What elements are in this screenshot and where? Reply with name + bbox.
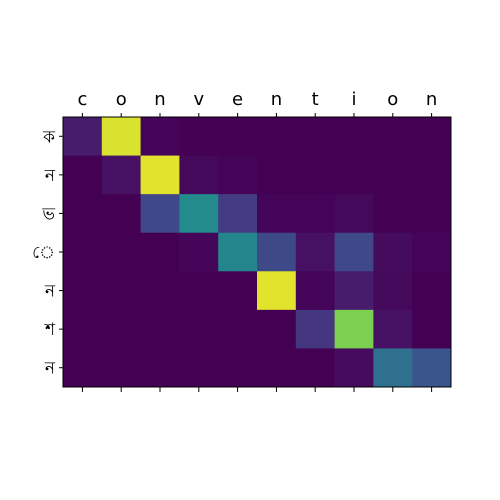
heatmap-cell	[373, 194, 413, 234]
heatmap-cell	[101, 194, 142, 234]
heatmap-cell	[412, 155, 452, 195]
heatmap-cell	[295, 155, 336, 195]
heatmap-cell	[412, 232, 452, 272]
heatmap-cell	[179, 117, 219, 157]
heatmap-cell	[334, 309, 374, 349]
heatmap-cell	[140, 309, 180, 349]
heatmap-cell	[295, 232, 336, 272]
heatmap-cell	[295, 117, 336, 157]
heatmap-cell	[179, 309, 219, 349]
heatmap-cell	[373, 117, 413, 157]
x-tick-label: t	[312, 89, 319, 110]
heatmap-cell	[179, 232, 219, 272]
heatmap-cell	[140, 117, 180, 157]
heatmap-cell	[101, 232, 142, 272]
heatmap-cell	[412, 271, 452, 311]
y-tick-label: ন	[44, 166, 56, 186]
heatmap-cell	[140, 271, 180, 311]
heatmap-cell	[412, 117, 452, 157]
x-tick-label: c	[77, 89, 87, 110]
heatmap-cell	[101, 309, 142, 349]
x-tick-label: v	[193, 89, 204, 110]
heatmap-cell	[101, 348, 142, 388]
heatmap-cell	[412, 194, 452, 234]
heatmap-cell	[373, 232, 413, 272]
heatmap-cell	[140, 232, 180, 272]
x-tick-label: n	[154, 89, 165, 110]
heatmap-cell	[334, 117, 374, 157]
heatmap-cell	[218, 194, 258, 234]
heatmap-cell	[334, 194, 374, 234]
heatmap-cell	[373, 271, 413, 311]
x-tick-label: e	[232, 89, 243, 110]
y-tick-label: ন	[44, 359, 56, 379]
y-tick-label: ক	[42, 127, 56, 147]
heatmap-cell	[101, 155, 142, 195]
heatmap-cell	[373, 348, 413, 388]
x-tick-label: i	[351, 89, 356, 110]
heatmap-cell	[218, 271, 258, 311]
x-tick-label: n	[271, 89, 282, 110]
heatmap-cell	[218, 232, 258, 272]
heatmap-cell	[412, 348, 452, 388]
heatmap-cell	[334, 232, 374, 272]
heatmap-cell	[257, 117, 297, 157]
heatmap-cells	[63, 117, 452, 388]
y-tick-label: ন	[44, 282, 56, 302]
x-tick-label: o	[116, 89, 127, 110]
y-tick-label: শ	[44, 320, 56, 340]
x-tick-label: n	[426, 89, 437, 110]
x-tick-label: o	[387, 89, 398, 110]
heatmap-cell	[218, 155, 258, 195]
heatmap-cell	[257, 155, 297, 195]
heatmap-cell	[63, 309, 103, 349]
heatmap-cell	[334, 271, 374, 311]
y-axis: কনভেনশন	[32, 127, 63, 379]
x-axis-bottom-ticks	[81, 387, 433, 392]
heatmap-cell	[257, 348, 297, 388]
heatmap-cell	[334, 155, 374, 195]
heatmap-cell	[373, 309, 413, 349]
y-tick-label: ভ	[41, 204, 55, 224]
heatmap-cell	[101, 271, 142, 311]
heatmap-cell	[295, 194, 336, 234]
heatmap-cell	[412, 309, 452, 349]
heatmap-cell	[101, 117, 142, 157]
plot-frame	[62, 116, 452, 388]
heatmap-cell	[218, 348, 258, 388]
heatmap-cell	[257, 194, 297, 234]
heatmap-cell	[295, 348, 336, 388]
heatmap-cell	[179, 194, 219, 234]
heatmap-cell	[140, 155, 180, 195]
heatmap-cell	[257, 271, 297, 311]
heatmap-cell	[63, 348, 103, 388]
heatmap-cell	[63, 271, 103, 311]
heatmap-cell	[373, 155, 413, 195]
heatmap-cell	[140, 194, 180, 234]
heatmap-cell	[179, 155, 219, 195]
heatmap-cell	[63, 232, 103, 272]
heatmap-cell	[179, 348, 219, 388]
y-tick-label: ে	[32, 243, 55, 263]
heatmap-cell	[63, 117, 103, 157]
heatmap-cell	[334, 348, 374, 388]
heatmap-cell	[257, 309, 297, 349]
heatmap-cell	[218, 309, 258, 349]
heatmap-cell	[63, 194, 103, 234]
heatmap-cell	[295, 271, 336, 311]
heatmap-cell	[140, 348, 180, 388]
heatmap-cell	[218, 117, 258, 157]
heatmap-cell	[257, 232, 297, 272]
heatmap-cell	[295, 309, 336, 349]
heatmap-cell	[179, 271, 219, 311]
heatmap-cell	[63, 155, 103, 195]
